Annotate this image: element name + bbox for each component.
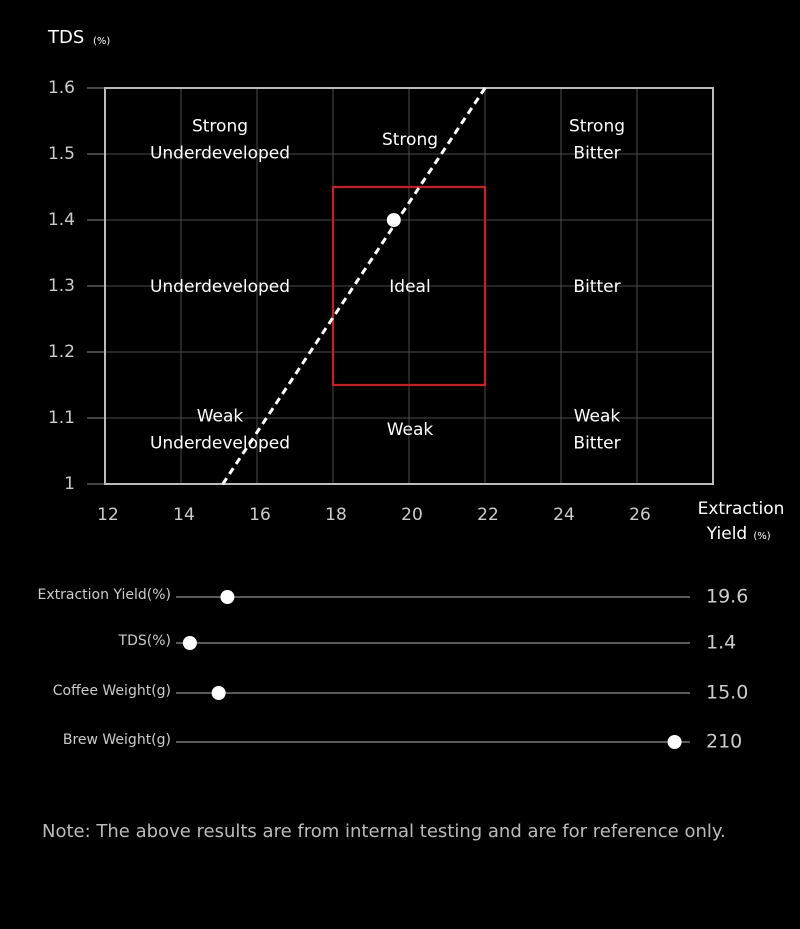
zone-label: Underdeveloped xyxy=(150,434,290,454)
slider-label: Brew Weight(g) xyxy=(63,732,171,748)
x-tick-label: 26 xyxy=(629,505,651,525)
zone-label: Underdeveloped xyxy=(150,144,290,164)
slider-label: TDS(%) xyxy=(118,633,171,649)
x-axis-title: Extraction xyxy=(698,499,785,519)
zone-label: Bitter xyxy=(573,144,620,164)
y-tick-label: 1.1 xyxy=(48,408,75,428)
slider-knob xyxy=(182,636,197,650)
slider-value: 1.4 xyxy=(706,632,736,654)
slider-value: 210 xyxy=(706,731,742,753)
note: Note: The above results are from interna… xyxy=(42,821,726,842)
zone-label: Underdeveloped xyxy=(150,277,290,297)
zone-label: Ideal xyxy=(389,277,430,297)
x-tick-label: 12 xyxy=(97,505,119,525)
y-tick-label: 1.4 xyxy=(48,210,75,230)
zone-label: Strong xyxy=(192,117,248,137)
x-tick-label: 16 xyxy=(249,505,271,525)
y-axis-unit: (%) xyxy=(93,36,110,47)
x-axis-unit: (%) xyxy=(753,531,770,542)
slider-knob xyxy=(211,686,226,700)
y-tick-label: 1.3 xyxy=(48,276,75,296)
slider-value: 19.6 xyxy=(706,586,748,608)
y-tick-label: 1 xyxy=(64,474,75,494)
plot-frame xyxy=(104,87,714,485)
slider-label: Extraction Yield(%) xyxy=(38,587,171,603)
zone-label: Weak xyxy=(197,407,244,427)
y-tick-label: 1.6 xyxy=(48,78,75,98)
zone-label: Strong xyxy=(382,130,438,150)
zone-label: Weak xyxy=(387,420,434,440)
y-tick-label: 1.5 xyxy=(48,144,75,164)
data-point xyxy=(386,213,401,227)
ideal-box xyxy=(332,186,486,386)
x-tick-label: 24 xyxy=(553,505,575,525)
x-tick-label: 22 xyxy=(477,505,499,525)
zone-label: Strong xyxy=(569,117,625,137)
zone-label: Bitter xyxy=(573,277,620,297)
slider-knob xyxy=(667,735,682,749)
slider-label: Coffee Weight(g) xyxy=(53,683,171,699)
zone-label: Bitter xyxy=(573,434,620,454)
slider-knob xyxy=(220,590,235,604)
x-tick-label: 18 xyxy=(325,505,347,525)
y-axis-title: TDS xyxy=(47,27,84,48)
zone-label: Weak xyxy=(574,407,621,427)
slider-value: 15.0 xyxy=(706,682,748,704)
x-tick-label: 14 xyxy=(173,505,195,525)
y-tick-label: 1.2 xyxy=(48,342,75,362)
x-tick-label: 20 xyxy=(401,505,423,525)
x-axis-title: Yield xyxy=(706,524,747,544)
